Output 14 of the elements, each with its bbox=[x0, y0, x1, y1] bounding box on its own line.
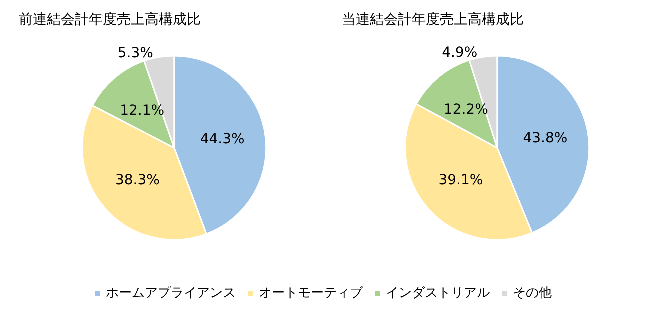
data-label: 12.1% bbox=[120, 102, 165, 119]
legend-label: その他 bbox=[513, 286, 552, 301]
data-label: 39.1% bbox=[438, 172, 483, 189]
data-label: 43.8% bbox=[522, 130, 568, 147]
data-label: 4.9% bbox=[442, 45, 478, 62]
chart-title: 前連結会計年度売上高構成比 bbox=[19, 12, 201, 28]
data-label: 38.3% bbox=[115, 172, 160, 189]
legend-label: インダストリアル bbox=[386, 286, 490, 301]
chart-title: 当連結会計年度売上高構成比 bbox=[342, 12, 524, 28]
data-label: 12.2% bbox=[443, 102, 488, 118]
data-label: 44.3% bbox=[200, 131, 245, 148]
legend-label: オートモーティブ bbox=[259, 286, 364, 301]
legend-label: ホームアプライアンス bbox=[106, 286, 236, 301]
data-label: 5.3% bbox=[118, 45, 154, 62]
